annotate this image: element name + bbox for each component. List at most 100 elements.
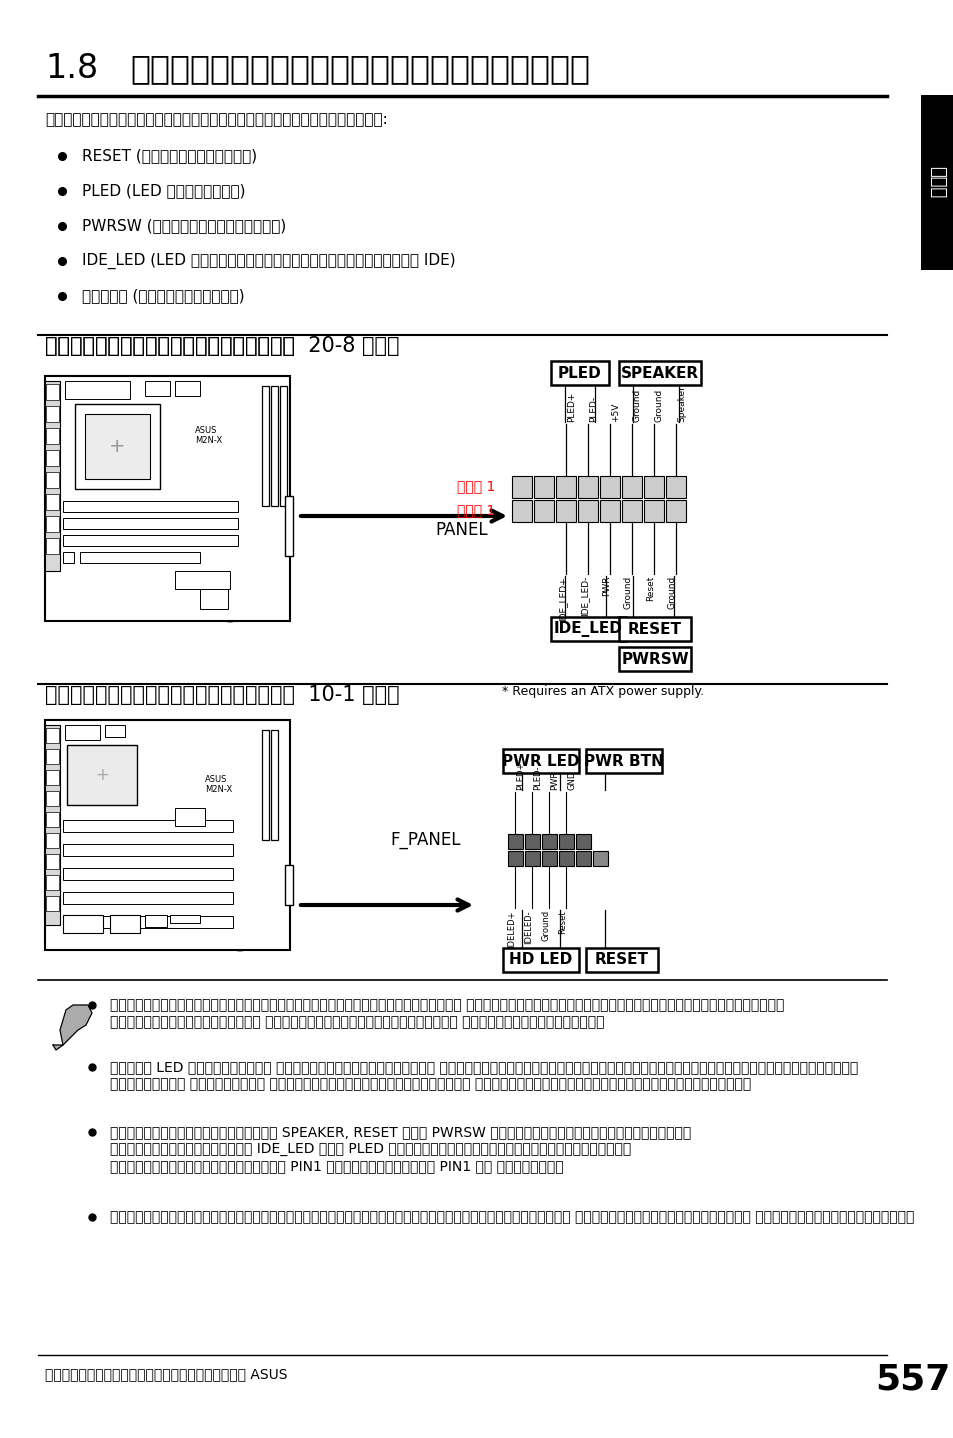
Text: ขัวต่อที่แผงด้านหน้าจะแตกต่างกันไปตามรุ่นเมนบอร์ดของคุณ สำหรับข้อมูลเพิ่มเติม ให: ขัวต่อที่แผงด้านหน้าจะแตกต่างกันไปตามรุ่… <box>110 1209 913 1224</box>
Bar <box>578 500 598 522</box>
Bar <box>643 500 663 522</box>
Bar <box>665 500 685 522</box>
Bar <box>262 385 269 506</box>
Bar <box>621 476 641 498</box>
Bar <box>524 834 539 848</box>
Bar <box>558 834 574 848</box>
Bar <box>512 500 532 522</box>
Text: Ground: Ground <box>655 388 663 421</box>
Bar <box>63 892 233 905</box>
Bar <box>46 791 59 807</box>
Text: IDELED-: IDELED- <box>524 910 533 943</box>
Circle shape <box>45 998 95 1048</box>
Bar <box>63 915 103 933</box>
Bar <box>551 361 608 385</box>
Bar <box>200 590 228 610</box>
Text: ในการเชื่อมต่อสายเคเบิลที่แผงด้านหน้า:: ในการเชื่อมต่อสายเคเบิลที่แผงด้านหน้า: <box>45 112 387 127</box>
Text: +5V: +5V <box>610 403 619 421</box>
Text: M2N-X: M2N-X <box>194 436 222 444</box>
Bar <box>65 381 130 398</box>
Text: RESET (สวิตช์รีเซ็ต): RESET (สวิตช์รีเซ็ต) <box>82 148 257 162</box>
Circle shape <box>212 585 248 621</box>
Text: สายเคเบิลที่แผงด้านหน้าของตัวเครื่องของคุณ อาจแตกต่างไปตามรุ่นและดีไซน์ของเครื่อ: สายเคเบิลที่แผงด้านหน้าของตัวเครื่องของค… <box>110 998 783 1012</box>
Bar <box>556 500 576 522</box>
Text: สายเคเบิลที่แผงด้านหน้า: สายเคเบิลที่แผงด้านหน้า <box>130 52 589 85</box>
Bar <box>920 95 953 270</box>
Bar <box>46 728 59 743</box>
Bar <box>46 833 59 848</box>
Bar <box>524 851 539 866</box>
Text: F_PANEL: F_PANEL <box>390 831 460 848</box>
Bar <box>665 476 685 498</box>
Bar <box>46 538 59 554</box>
Text: ASUS: ASUS <box>205 775 227 784</box>
Bar <box>541 851 557 866</box>
Bar <box>63 535 237 546</box>
Bar <box>63 500 237 512</box>
Text: คู่มือการติดตั้งเมนบอร์ด ASUS: คู่มือการติดตั้งเมนบอร์ด ASUS <box>45 1368 287 1380</box>
Bar <box>271 385 277 506</box>
Text: PLED: PLED <box>558 365 601 381</box>
Text: SPEAKER: SPEAKER <box>620 365 699 381</box>
Text: ขัวต่อที่แผงด้านหน้า: ขัวต่อที่แผงด้านหน้า <box>45 336 301 357</box>
Text: HD LED: HD LED <box>509 952 572 968</box>
Bar <box>507 834 522 848</box>
Bar <box>556 476 576 498</box>
Bar <box>170 915 200 923</box>
Bar <box>502 749 578 774</box>
Text: PWRSW: PWRSW <box>620 651 688 666</box>
Text: พิน 1: พิน 1 <box>456 479 495 493</box>
Text: PWR: PWR <box>601 577 610 597</box>
Bar <box>63 869 233 880</box>
Text: ขัวต่อที่แผงด้านหน้า  20-8 พิน: ขัวต่อที่แผงด้านหน้า 20-8 พิน <box>45 336 399 357</box>
Bar <box>174 571 230 590</box>
Bar <box>46 495 59 510</box>
Text: ไทย: ไทย <box>927 167 945 198</box>
Bar <box>271 731 277 840</box>
Bar <box>618 647 690 672</box>
Text: 557: 557 <box>874 1363 949 1396</box>
Bar <box>174 808 205 825</box>
Bar <box>643 476 663 498</box>
Text: Reset: Reset <box>558 910 567 933</box>
Bar <box>45 720 290 951</box>
Text: 1.8: 1.8 <box>45 52 98 85</box>
Text: ASUS: ASUS <box>194 426 217 436</box>
Circle shape <box>220 910 260 951</box>
Text: ในขณะที่สายเคเบิล IDE_LED และ PLED จำเป็นต้องใส่ทิศทางให้ถูกต้อง: ในขณะที่สายเคเบิล IDE_LED และ PLED จำเป็… <box>110 1142 631 1156</box>
Text: PLED (LED เพาเวอร์): PLED (LED เพาเวอร์) <box>82 183 245 198</box>
Bar <box>80 552 200 564</box>
Bar <box>46 516 59 532</box>
Text: IDE_LED: IDE_LED <box>553 621 621 637</box>
Text: IDELED+: IDELED+ <box>507 910 516 948</box>
Bar <box>534 500 554 522</box>
Text: Ground: Ground <box>623 577 633 610</box>
Bar <box>585 948 658 972</box>
Text: Ground: Ground <box>667 577 677 610</box>
Bar <box>585 749 661 774</box>
Bar <box>280 385 287 506</box>
Bar <box>46 854 59 869</box>
Bar <box>621 500 641 522</box>
Bar <box>174 381 200 395</box>
Bar <box>541 834 557 848</box>
Bar <box>46 812 59 827</box>
Text: GND: GND <box>567 771 576 789</box>
Bar <box>578 476 598 498</box>
Text: IDE_LED (LED แสดงการทำงานของฮาร์ดดิสก์ IDE): IDE_LED (LED แสดงการทำงานของฮาร์ดดิสก์ I… <box>82 253 456 269</box>
Text: PWR LED: PWR LED <box>501 754 579 768</box>
Bar <box>285 866 293 905</box>
Bar <box>576 834 590 848</box>
Bar <box>46 384 59 400</box>
Bar <box>618 361 700 385</box>
Text: ให้เชื่อมต่อสายเคเบิล PIN1 เข้ากับขัวต่อ PIN1 บน เมนบอร์ด: ให้เชื่อมต่อสายเคเบิล PIN1 เข้ากับขัวต่อ… <box>110 1159 563 1173</box>
Bar <box>105 725 125 738</box>
Text: พิน 1: พิน 1 <box>456 503 495 518</box>
Text: ขัวต่อที่แผงด้านหน้า  10-1 พิน: ขัวต่อที่แผงด้านหน้า 10-1 พิน <box>45 684 399 705</box>
Bar <box>63 820 233 833</box>
Bar <box>46 769 59 785</box>
Bar <box>262 731 269 840</box>
Bar <box>599 476 619 498</box>
Text: +: + <box>95 766 109 784</box>
Bar <box>45 375 290 621</box>
